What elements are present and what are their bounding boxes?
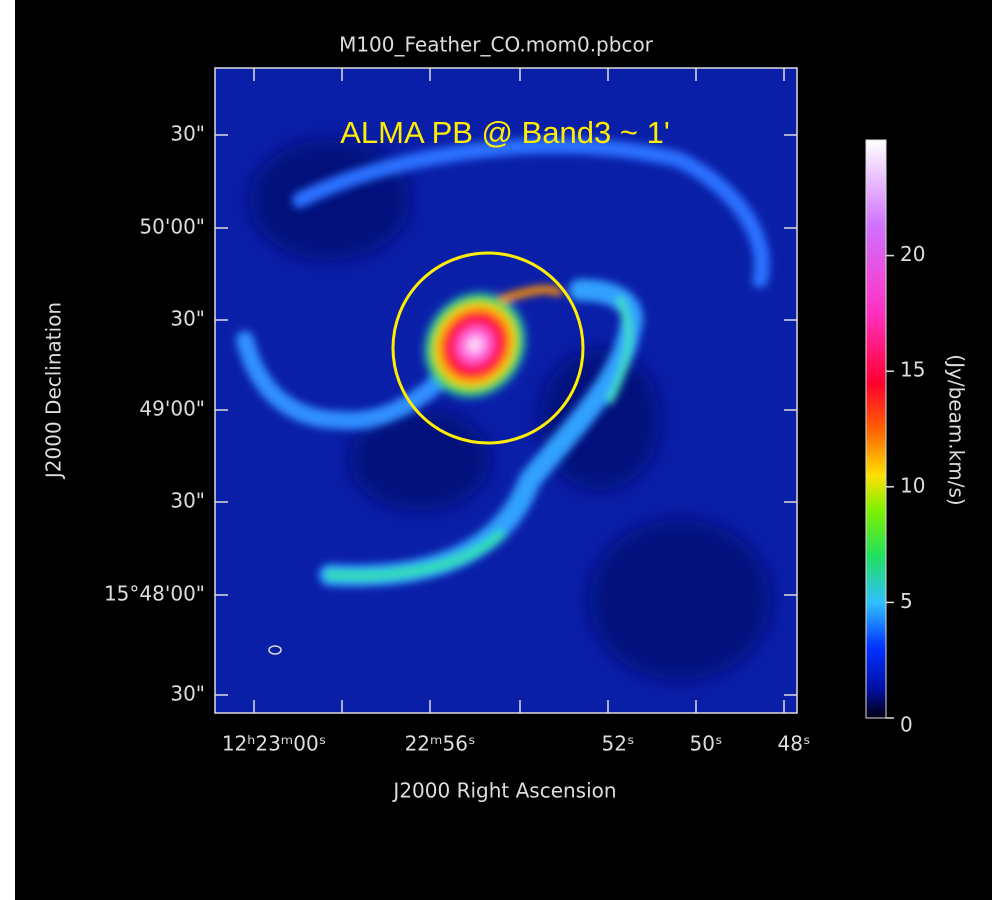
colorbar xyxy=(866,140,886,718)
y-axis-label: J2000 Declination xyxy=(42,302,66,480)
page: M100_Feather_CO.mom0.pbcor ALMA PB @ Ban… xyxy=(0,0,992,900)
colorbar-tick-label: 10 xyxy=(900,473,925,497)
y-tick-label: 30" xyxy=(170,682,205,706)
sky-image xyxy=(215,68,797,713)
x-tick-label: 48ˢ xyxy=(778,732,811,756)
y-tick-label: 15°48'00" xyxy=(104,582,205,606)
x-tick-label: 22ᵐ56ˢ xyxy=(405,732,476,756)
x-tick-label: 12ʰ23ᵐ00ˢ xyxy=(222,732,326,756)
y-tick-label: 49'00" xyxy=(139,397,205,421)
x-tick-label: 52ˢ xyxy=(602,732,635,756)
colorbar-tick-label: 5 xyxy=(900,589,913,613)
colorbar-tick-label: 0 xyxy=(900,713,913,737)
y-tick-label: 30" xyxy=(170,122,205,146)
colorbar-tick-label: 20 xyxy=(900,242,925,266)
y-tick-label: 30" xyxy=(170,489,205,513)
x-axis-label: J2000 Right Ascension xyxy=(391,779,616,803)
y-tick-label: 30" xyxy=(170,307,205,331)
y-tick-label: 50'00" xyxy=(139,215,205,239)
x-tick-label: 50ˢ xyxy=(690,732,723,756)
chart-title: M100_Feather_CO.mom0.pbcor xyxy=(339,33,654,57)
colorbar-label: (Jy/beam.km/s) xyxy=(945,354,969,505)
annotation: ALMA PB @ Band3 ~ 1' xyxy=(340,115,670,150)
colorbar-tick-label: 15 xyxy=(900,358,925,382)
